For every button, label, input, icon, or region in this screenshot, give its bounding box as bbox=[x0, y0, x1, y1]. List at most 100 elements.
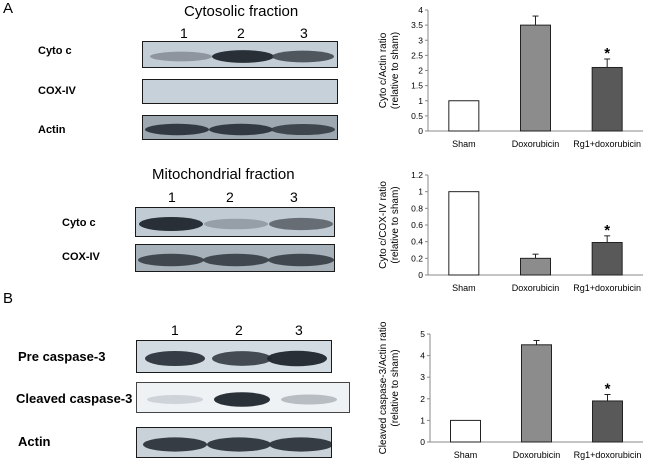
casp-blot-pre-bands bbox=[145, 350, 327, 367]
cyto-row-label-cytoc: Cyto c bbox=[38, 45, 72, 57]
casp-lane-1: 1 bbox=[171, 322, 179, 338]
chart-cleaved-caspase-actin-tick-label: 5 bbox=[420, 329, 425, 339]
mitochondrial-fraction-title: Mitochondrial fraction bbox=[152, 166, 295, 183]
chart-cytoc-coxiv-category-label-3: Rg1+doxorubicin bbox=[573, 283, 641, 293]
chart-cleaved-caspase-actin: 0 1 2 3 4 5 Cleaved caspase-3/Actin ratio (rela… bbox=[378, 322, 643, 460]
chart-cleaved-caspase-actin-bar-3 bbox=[592, 400, 623, 443]
chart-cleaved-caspase-actin-tick-label: 2 bbox=[420, 394, 425, 404]
casp-row-label-actin: Actin bbox=[18, 434, 51, 449]
panel-label-a: A bbox=[3, 0, 14, 17]
cyto-cytoc-band-2 bbox=[212, 50, 274, 63]
casp-cleaved-band-2 bbox=[214, 392, 270, 407]
cyto-blot-cytoc bbox=[142, 41, 338, 68]
mito-lane-2: 2 bbox=[226, 189, 234, 205]
casp-blot-cleaved-bands bbox=[147, 392, 337, 407]
mito-coxiv-band-2 bbox=[203, 253, 269, 267]
mito-blot-coxiv-bands bbox=[138, 253, 334, 267]
chart-cytoc-actin-category-label-1: Sham bbox=[452, 139, 476, 149]
chart-cytoc-coxiv-bar-1 bbox=[448, 191, 480, 276]
mito-cytoc-band-2 bbox=[204, 218, 268, 230]
chart-cleaved-caspase-actin-category-label-2: Doxorubicin bbox=[513, 450, 561, 460]
chart-cytoc-coxiv-ylabel-line: Cyto c/COX-IV ratio bbox=[378, 181, 389, 269]
chart-cytoc-coxiv-category-label-2: Doxorubicin bbox=[512, 283, 560, 293]
cyto-blot-cytoc-bands bbox=[150, 50, 334, 63]
mito-row-label-cytoc: Cyto c bbox=[62, 217, 96, 229]
casp-row-label-pre: Pre caspase-3 bbox=[18, 349, 106, 364]
cyto-blot-coxiv bbox=[142, 79, 338, 104]
chart-cleaved-caspase-actin-ylabel-line: Cleaved caspase-3/Actin ratio bbox=[378, 322, 389, 454]
mito-cytoc-band-1 bbox=[139, 216, 203, 232]
chart-cytoc-actin: 0 0.5 1 1.5 2 2.5 3 3.5 4 Cyto c/Actin ratio (rela… bbox=[378, 5, 643, 149]
chart-cleaved-caspase-actin-significance-3: * bbox=[605, 380, 611, 397]
chart-cytoc-coxiv-ylabel-line: (relative to sham) bbox=[390, 186, 401, 263]
chart-cytoc-coxiv-tick-label: 0.6 bbox=[411, 220, 423, 230]
mito-blot-cytoc-bands bbox=[139, 216, 333, 232]
panel-label-b: B bbox=[3, 290, 14, 307]
mito-blot-coxiv bbox=[135, 244, 335, 272]
mito-coxiv-band-1 bbox=[138, 253, 204, 267]
chart-cytoc-actin-bar-2 bbox=[520, 24, 551, 132]
chart-cytoc-actin-tick-label: 0 bbox=[418, 126, 423, 136]
chart-cytoc-coxiv-tick-label: 1.2 bbox=[411, 170, 423, 180]
mito-lane-1: 1 bbox=[168, 189, 176, 205]
chart-cytoc-coxiv-tick-label: 0 bbox=[418, 270, 423, 280]
chart-cytoc-actin-tick-label: 0.5 bbox=[411, 111, 423, 121]
chart-cleaved-caspase-actin-category-label-3: Rg1+doxorubicin bbox=[574, 450, 642, 460]
chart-cytoc-actin-bar-3 bbox=[591, 66, 623, 132]
chart-cytoc-actin-tick-label: 3 bbox=[418, 35, 423, 45]
chart-cytoc-actin-category-label-2: Doxorubicin bbox=[512, 139, 560, 149]
casp-blot-pre bbox=[136, 340, 332, 373]
casp-cleaved-band-1 bbox=[147, 395, 203, 404]
chart-cytoc-actin-tick-label: 1 bbox=[418, 96, 423, 106]
chart-cytoc-coxiv-significance-3: * bbox=[604, 222, 610, 239]
chart-cytoc-actin-tick-label: 2 bbox=[418, 66, 423, 76]
cyto-cytoc-band-3 bbox=[272, 50, 334, 63]
chart-cytoc-coxiv-tick-label: 0.2 bbox=[411, 253, 423, 263]
casp-pre-band-1 bbox=[145, 350, 205, 367]
chart-cytoc-coxiv: 0 0.2 0.4 0.6 0.8 1 1.2 Cyto c/COX-IV ratio (rel… bbox=[378, 170, 643, 293]
chart-cytoc-coxiv-bar-2 bbox=[520, 257, 551, 276]
chart-cytoc-actin-category-label-3: Rg1+doxorubicin bbox=[573, 139, 641, 149]
chart-cleaved-caspase-actin-bar-2 bbox=[521, 344, 552, 443]
chart-cleaved-caspase-actin-ylabel-line: (relative to sham) bbox=[390, 349, 401, 426]
chart-cleaved-caspase-actin-category-label-1: Sham bbox=[454, 450, 478, 460]
casp-pre-band-2 bbox=[212, 351, 272, 366]
cyto-actin-band-2 bbox=[209, 123, 273, 136]
chart-cytoc-actin-tick-label: 2.5 bbox=[411, 50, 423, 60]
cyto-lane-1: 1 bbox=[180, 25, 188, 41]
casp-pre-band-3 bbox=[267, 350, 327, 367]
cyto-blot-actin-bands bbox=[145, 123, 335, 136]
chart-cleaved-caspase-actin-tick-label: 4 bbox=[420, 351, 425, 361]
chart-cytoc-actin-significance-3: * bbox=[604, 45, 610, 62]
chart-cytoc-actin-bar-1 bbox=[448, 100, 480, 132]
casp-actin-band-2 bbox=[207, 437, 271, 452]
casp-blot-actin-bands bbox=[143, 437, 331, 452]
chart-cytoc-actin-tick-label: 1.5 bbox=[411, 81, 423, 91]
casp-actin-band-3 bbox=[269, 437, 331, 452]
cyto-row-label-actin: Actin bbox=[38, 124, 66, 136]
mito-lane-3: 3 bbox=[290, 189, 298, 205]
chart-cleaved-caspase-actin-tick-label: 3 bbox=[420, 372, 425, 382]
chart-cytoc-actin-tick-label: 4 bbox=[418, 5, 423, 15]
mito-blot-cytoc bbox=[135, 207, 335, 237]
chart-cleaved-caspase-actin-tick-label: 1 bbox=[420, 415, 425, 425]
chart-cytoc-coxiv-category-label-1: Sham bbox=[452, 283, 476, 293]
chart-cytoc-coxiv-tick-label: 1 bbox=[418, 187, 423, 197]
casp-cleaved-band-3 bbox=[281, 394, 337, 405]
chart-cytoc-coxiv-tick-label: 0.8 bbox=[411, 203, 423, 213]
chart-cleaved-caspase-actin-bar-1 bbox=[450, 419, 481, 443]
mito-coxiv-band-3 bbox=[268, 253, 334, 267]
casp-actin-band-1 bbox=[143, 437, 207, 452]
cyto-cytoc-band-1 bbox=[150, 51, 212, 62]
casp-blot-actin bbox=[136, 427, 332, 458]
chart-cytoc-coxiv-tick-label: 0.4 bbox=[411, 237, 423, 247]
mito-row-label-coxiv: COX-IV bbox=[62, 251, 100, 263]
cytosolic-fraction-title: Cytosolic fraction bbox=[184, 3, 299, 20]
cyto-actin-band-1 bbox=[145, 123, 209, 136]
cyto-actin-band-3 bbox=[271, 123, 335, 136]
cyto-blot-actin bbox=[142, 115, 338, 140]
chart-cytoc-actin-ylabel-line: (relative to sham) bbox=[390, 32, 401, 109]
chart-cleaved-caspase-actin-ylabel: Cleaved caspase-3/Actin ratio (relative t… bbox=[378, 322, 401, 454]
chart-cytoc-coxiv-ylabel: Cyto c/COX-IV ratio (relative to sham) bbox=[378, 181, 401, 269]
cyto-lane-2: 2 bbox=[237, 25, 245, 41]
